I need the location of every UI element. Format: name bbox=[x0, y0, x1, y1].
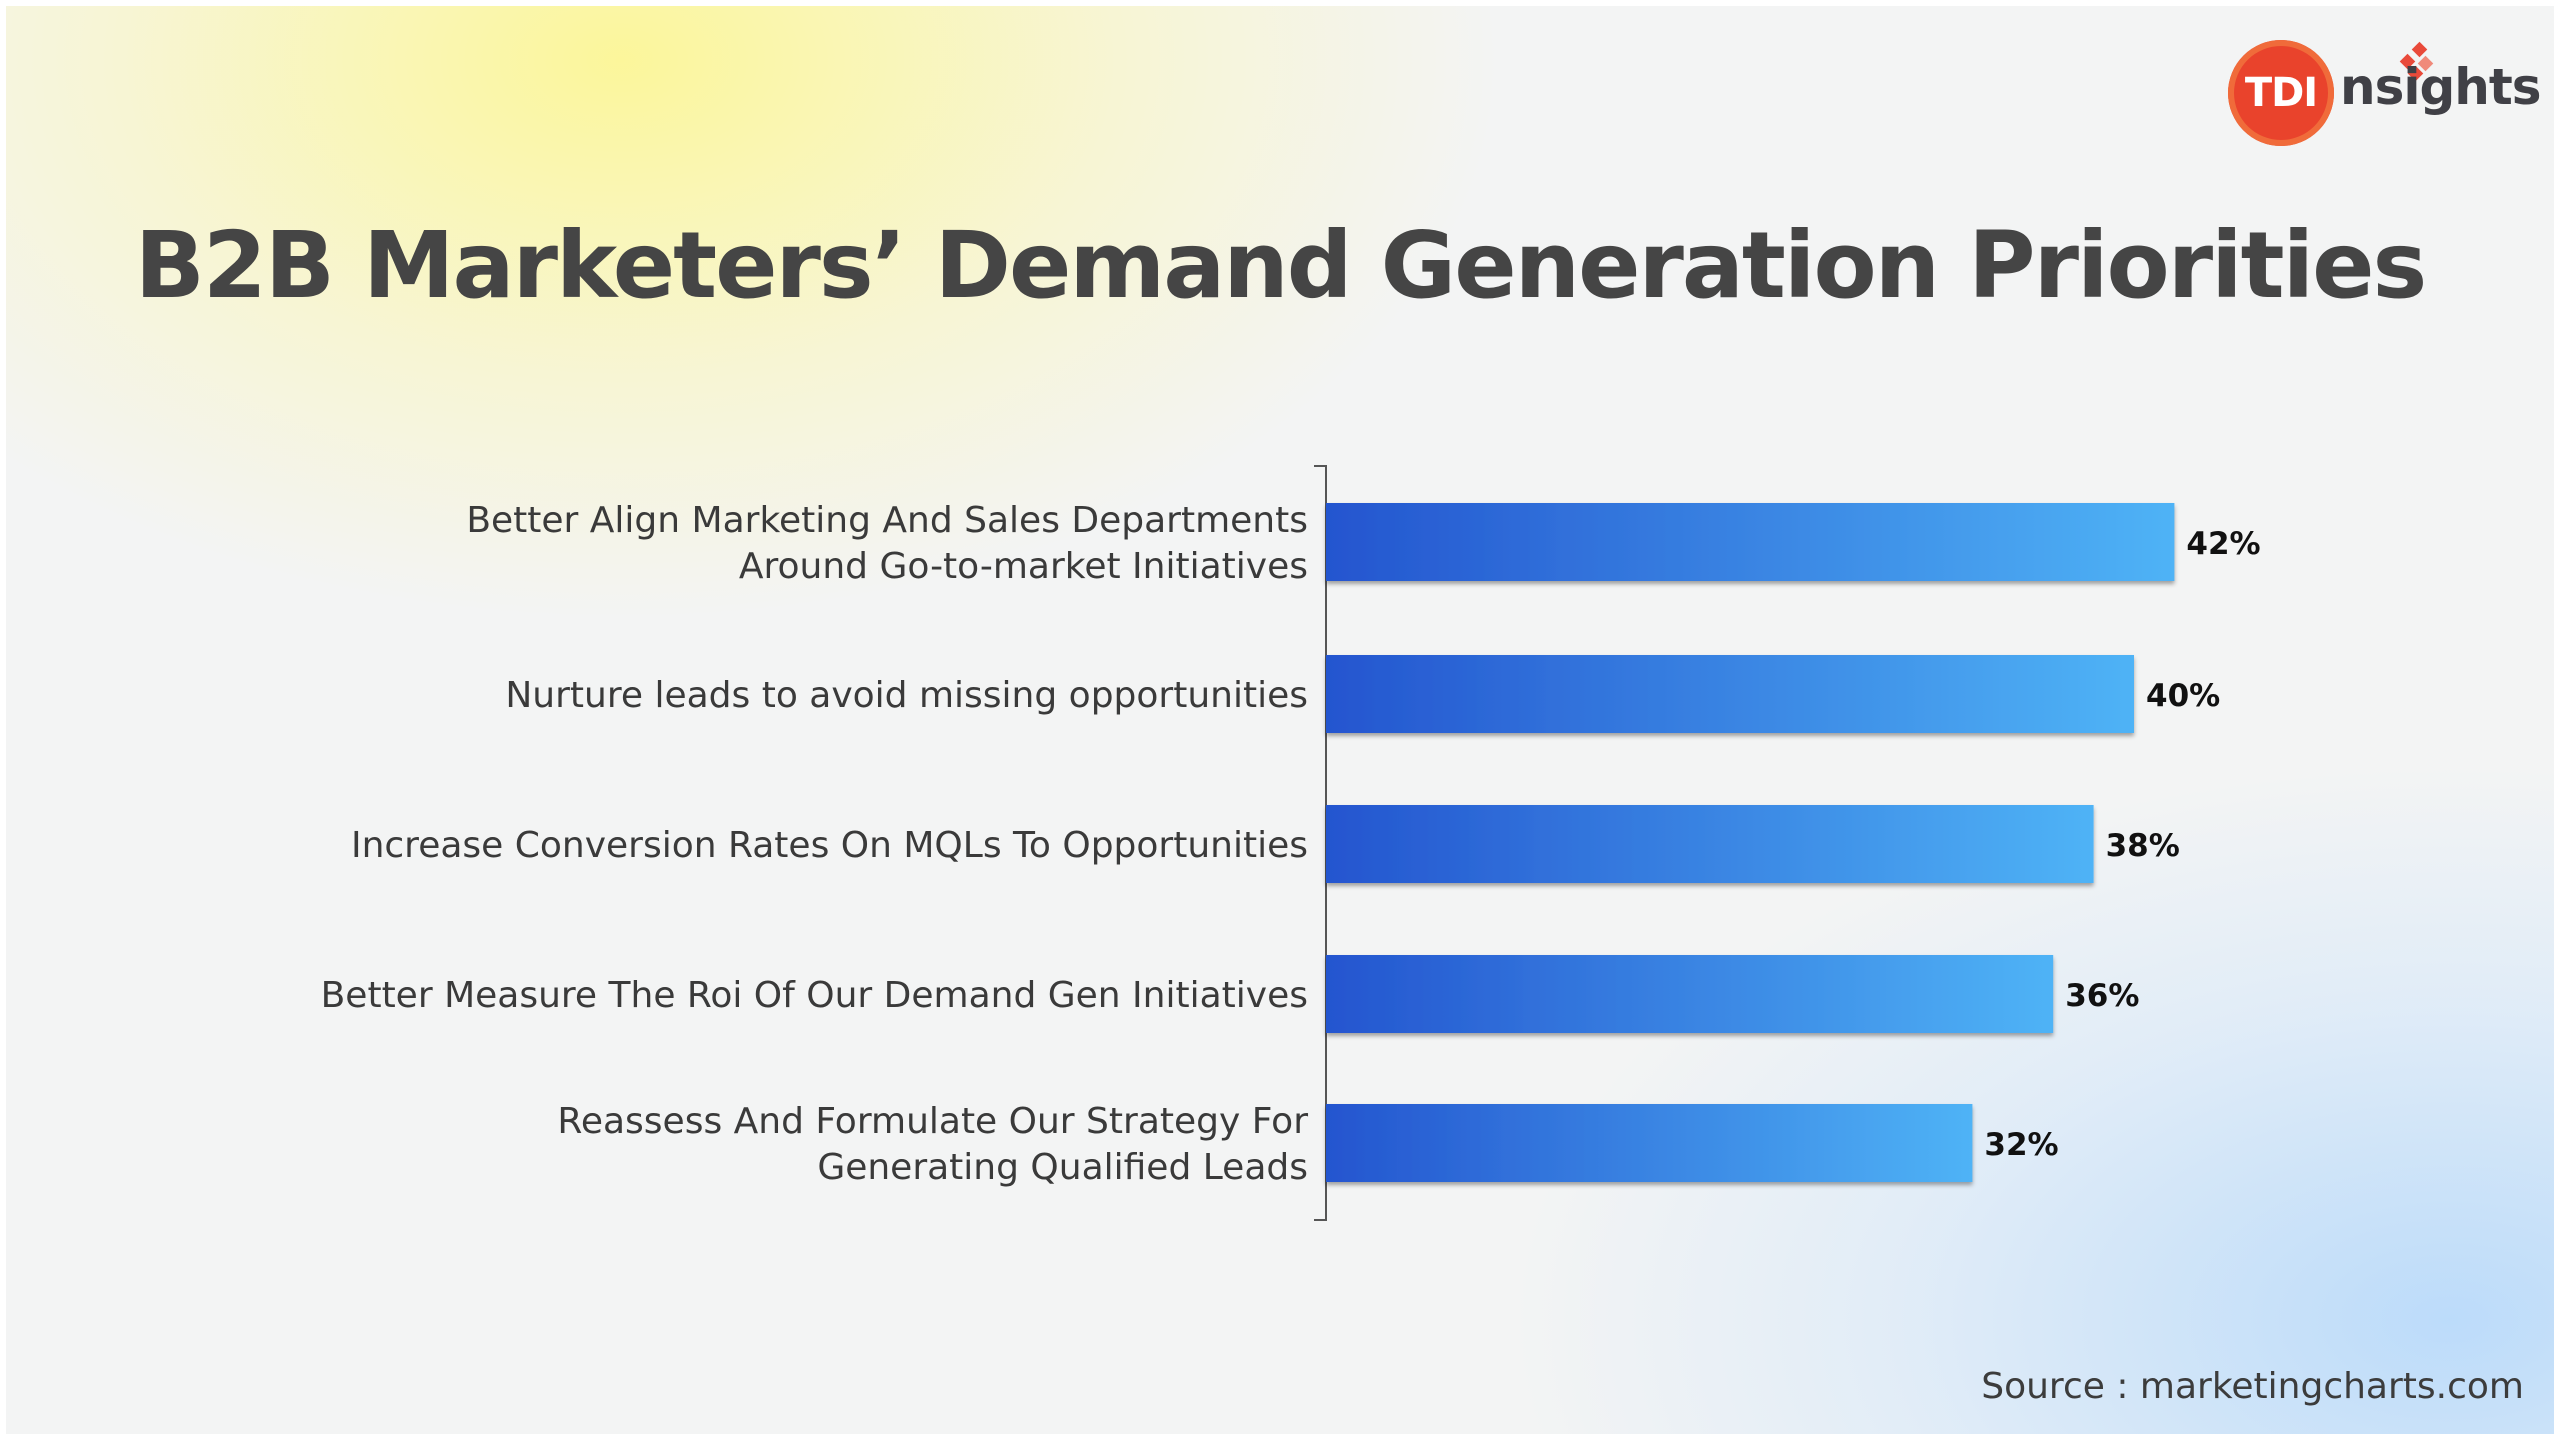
y-axis-line bbox=[1314, 465, 1327, 1221]
value-label-4: 36% bbox=[2065, 978, 2139, 1014]
category-label-2: Nurture leads to avoid missing opportuni… bbox=[505, 675, 1308, 716]
category-label-line: Reassess And Formulate Our Strategy For bbox=[557, 1101, 1308, 1142]
category-label-5: Reassess And Formulate Our Strategy For G… bbox=[557, 1101, 1308, 1188]
chart-title: B2B Marketers’ Demand Generation Priorit… bbox=[134, 212, 2428, 319]
category-label-line: Increase Conversion Rates On MQLs To Opp… bbox=[351, 825, 1308, 866]
category-label-line: Generating Qualified Leads bbox=[817, 1147, 1308, 1188]
bar-2 bbox=[1326, 655, 2134, 733]
value-label-2: 40% bbox=[2146, 678, 2220, 714]
category-label-4: Better Measure The Roi Of Our Demand Gen… bbox=[321, 975, 1308, 1016]
value-label-5: 32% bbox=[1984, 1127, 2058, 1163]
logo-badge: TDI bbox=[2228, 40, 2334, 146]
bar-3 bbox=[1326, 805, 2094, 883]
bar-4 bbox=[1326, 955, 2054, 1033]
category-label-3: Increase Conversion Rates On MQLs To Opp… bbox=[351, 825, 1308, 866]
logo-wordmark: nsights bbox=[2340, 58, 2542, 116]
category-label-line: Around Go-to-market Initiatives bbox=[739, 546, 1308, 587]
bar-1 bbox=[1326, 503, 2175, 581]
value-label-1: 42% bbox=[2186, 526, 2260, 562]
category-label-line: Better Measure The Roi Of Our Demand Gen… bbox=[321, 975, 1308, 1016]
category-label-1: Better Align Marketing And Sales Departm… bbox=[466, 500, 1308, 587]
tdinsights-logo: TDI nsights bbox=[2228, 36, 2542, 156]
value-label-3: 38% bbox=[2106, 828, 2180, 864]
bar-5 bbox=[1326, 1104, 1973, 1182]
category-label-line: Better Align Marketing And Sales Departm… bbox=[466, 500, 1308, 541]
source-note: Source : marketingcharts.com bbox=[1981, 1366, 2524, 1407]
category-label-line: Nurture leads to avoid missing opportuni… bbox=[505, 675, 1308, 716]
